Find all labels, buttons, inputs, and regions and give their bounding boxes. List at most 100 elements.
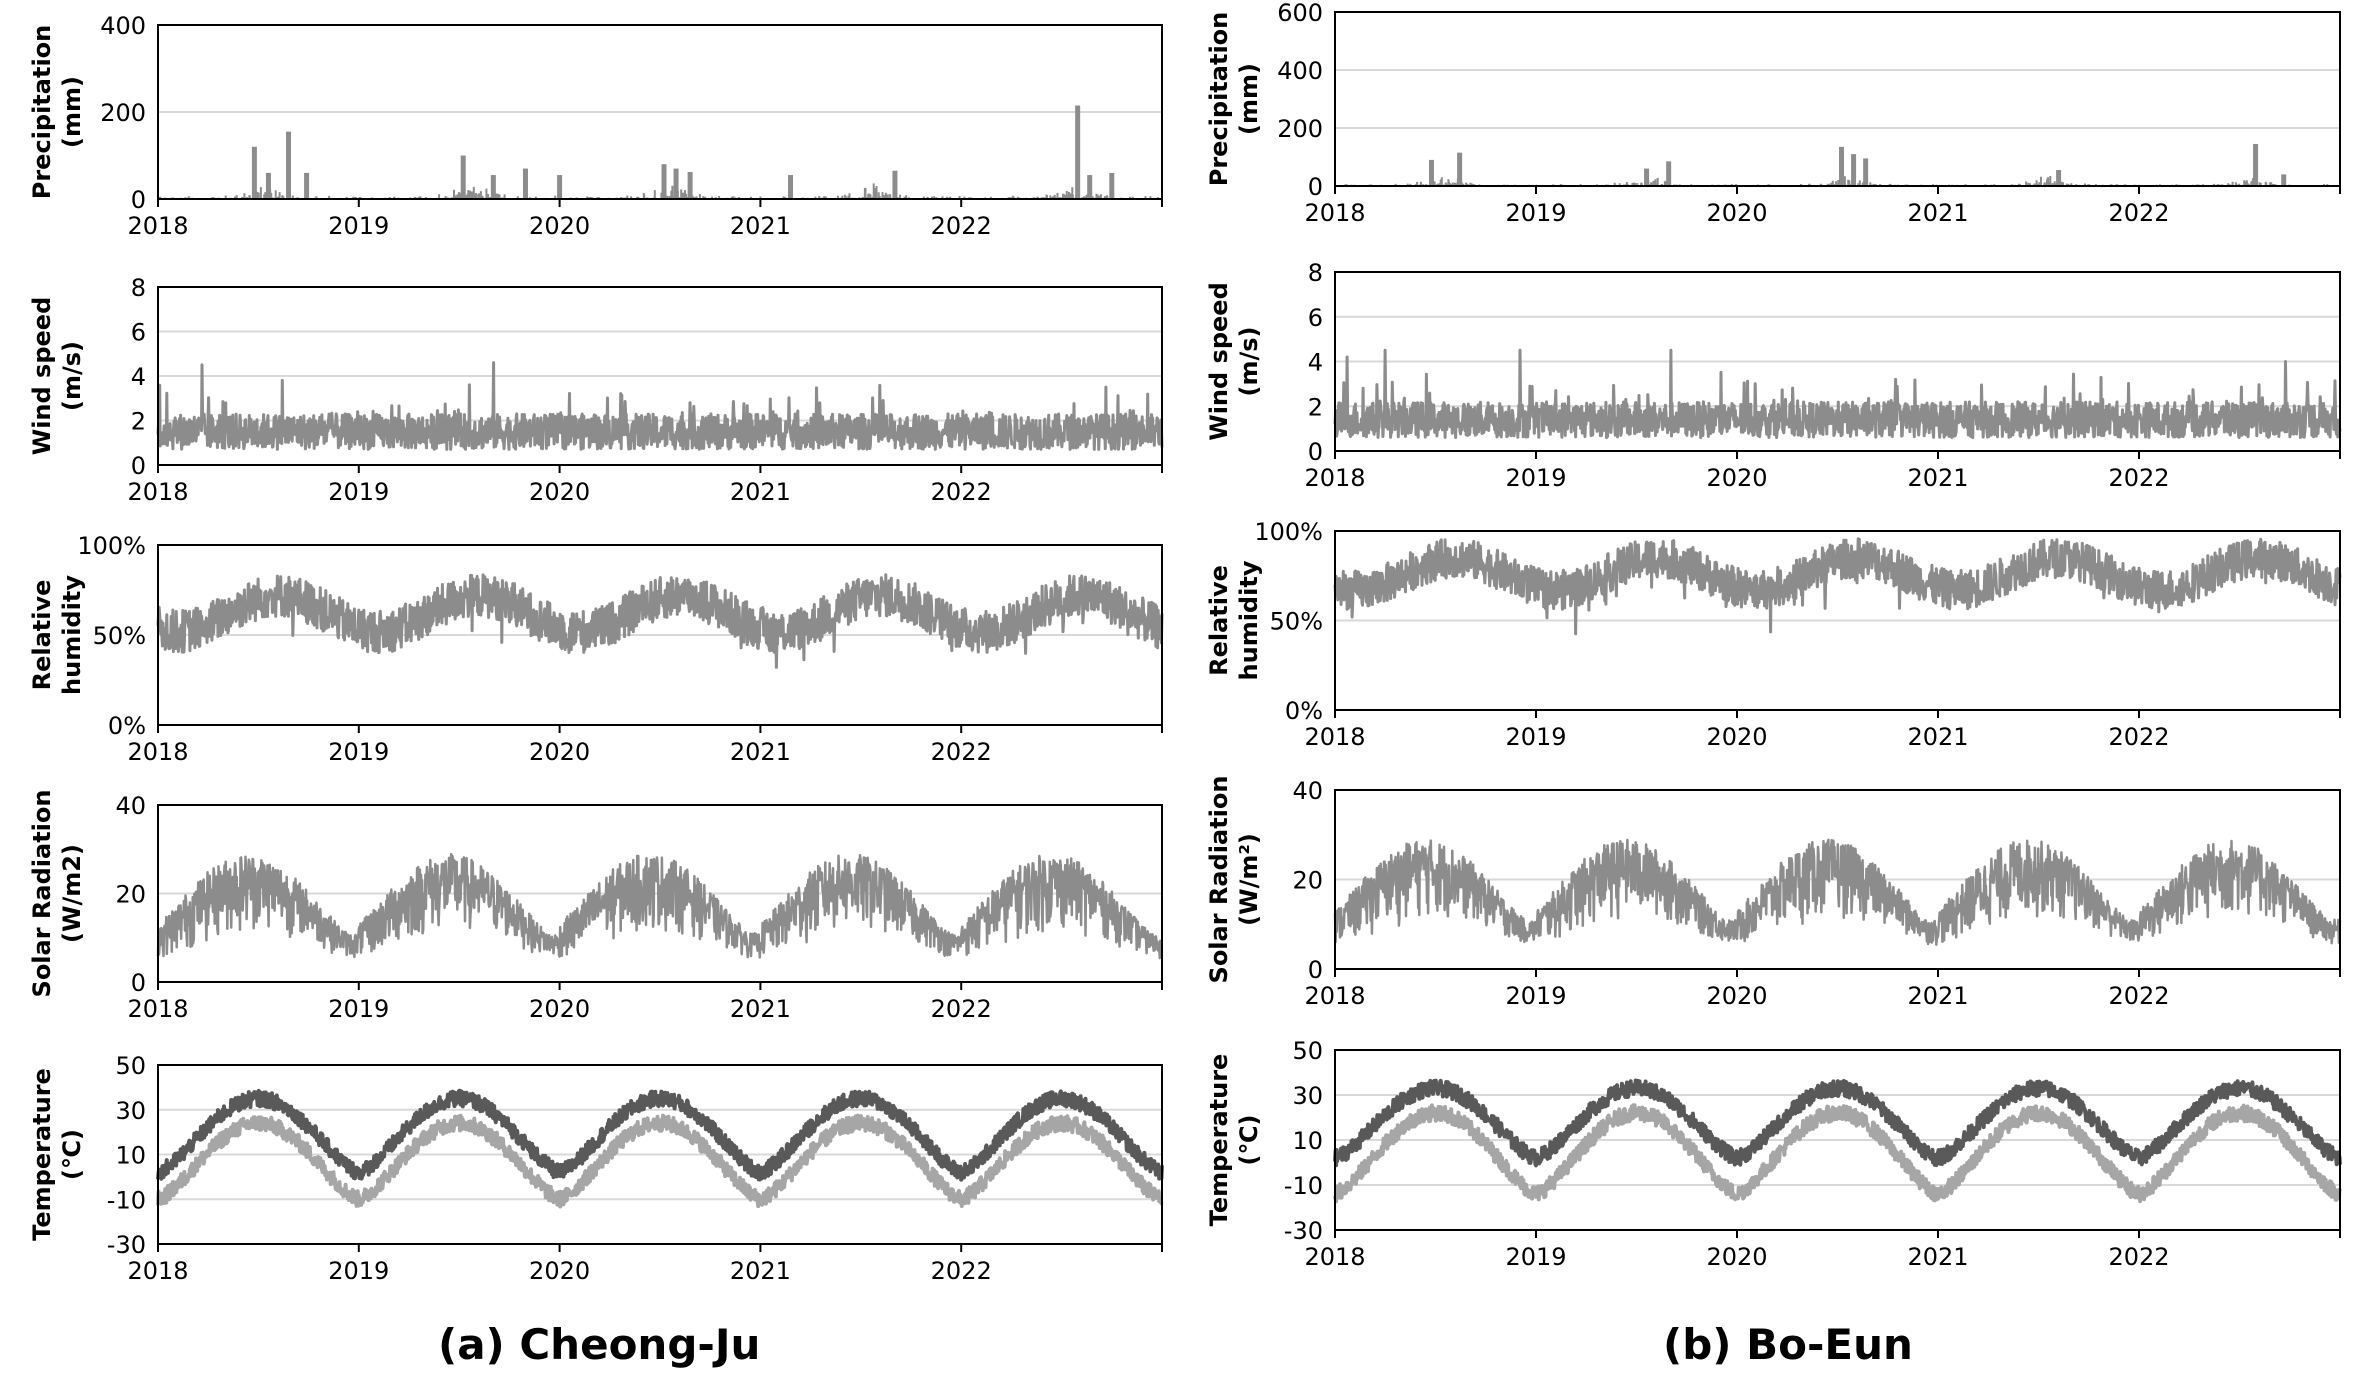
- y-tick-label: 50%: [93, 622, 146, 650]
- plot-frame: [1334, 11, 2341, 187]
- plot-frame: [157, 286, 1163, 466]
- y-axis-label-line: (℃): [1235, 1115, 1263, 1166]
- y-axis-label-line: (m/s): [58, 341, 86, 411]
- x-tick-label: 2022: [931, 1257, 992, 1285]
- y-tick-label: 40: [1292, 777, 1323, 805]
- x-tick-label: 2022: [2108, 723, 2169, 751]
- x-tick-label: 2021: [1907, 464, 1968, 492]
- precip-bars: [1336, 176, 2340, 186]
- chart-be-precip: 0 200 400 600 2018 2019 2020 2021 2022 Precipitat…: [1205, 0, 2341, 227]
- y-tick-label: 0%: [108, 712, 146, 740]
- x-tick-label: 2022: [2108, 464, 2169, 492]
- y-tick-label: 400: [100, 12, 146, 40]
- temperature-max-line: [1333, 1078, 2342, 1168]
- y-axis-label-line: (W/m2): [58, 844, 86, 943]
- y-tick-label: 50: [1292, 1037, 1323, 1065]
- y-tick-label: 0: [131, 186, 146, 214]
- x-tick-label: 2021: [730, 212, 791, 240]
- y-axis-label: Temperature(℃): [1205, 1054, 1263, 1227]
- x-tick-label: 2018: [1304, 982, 1365, 1010]
- y-axis-label: Solar Radiation(W/m2): [28, 790, 86, 998]
- y-tick-label: 6: [131, 319, 146, 347]
- x-tick-label: 2022: [931, 738, 992, 766]
- x-tick-label: 2021: [1907, 723, 1968, 751]
- y-tick-label: 6: [1308, 304, 1323, 332]
- y-axis-label-line: Solar Radiation: [1205, 776, 1233, 984]
- y-axis-label-line: Precipitation: [1205, 12, 1233, 187]
- x-tick-label: 2021: [730, 1257, 791, 1285]
- y-axis-label-line: Temperature: [1205, 1054, 1233, 1227]
- y-axis-label: Wind speed(m/s): [28, 297, 86, 456]
- x-tick-label: 2020: [1706, 982, 1767, 1010]
- x-tick-label: 2019: [328, 478, 389, 506]
- x-tick-label: 2019: [328, 212, 389, 240]
- chart-cj-temp: -30 -10 10 30 50 2018 2019 2020 2021 2022 Temperat…: [28, 1052, 1164, 1285]
- humidity-line: [156, 573, 1164, 669]
- caption-bo-eun: (b) Bo-Eun: [1663, 1320, 1913, 1369]
- y-axis-label: Relativehumidity: [1205, 560, 1263, 680]
- y-tick-label: 400: [1277, 57, 1323, 85]
- chart-be-rh: 0% 50% 100% 2018 2019 2020 2021 2022 Relativehum…: [1205, 518, 2342, 751]
- y-axis-label: Precipitation(mm): [1205, 12, 1263, 187]
- x-tick-label: 2018: [127, 1257, 188, 1285]
- x-tick-label: 2022: [2108, 982, 2169, 1010]
- y-tick-label: 0: [1308, 173, 1323, 201]
- y-tick-label: 50%: [1270, 608, 1323, 636]
- y-tick-label: 4: [1308, 349, 1323, 377]
- y-tick-label: -10: [1284, 1172, 1323, 1200]
- x-tick-label: 2020: [1706, 464, 1767, 492]
- chart-cj-solar: 0 20 40 2018 2019 2020 2021 2022 Solar Radiation…: [28, 790, 1163, 1023]
- x-tick-label: 2020: [529, 995, 590, 1023]
- x-tick-label: 2020: [529, 212, 590, 240]
- y-tick-label: 200: [1277, 115, 1323, 143]
- y-axis-label-line: humidity: [58, 575, 86, 695]
- y-tick-label: 0%: [1285, 697, 1323, 725]
- x-tick-label: 2021: [1907, 199, 1968, 227]
- chart-cj-precip: 0 200 400 2018 2019 2020 2021 2022 Precipitation…: [28, 12, 1163, 240]
- y-tick-label: 40: [115, 792, 146, 820]
- x-tick-label: 2018: [1304, 199, 1365, 227]
- y-axis-label-line: Relative: [1205, 565, 1233, 676]
- plot-frame: [157, 804, 1163, 983]
- y-tick-label: 8: [1308, 259, 1323, 287]
- y-tick-label: -30: [107, 1231, 146, 1259]
- plot-frame: [1334, 789, 2341, 970]
- temperature-min-line: [1333, 1103, 2342, 1204]
- chart-be-temp: -30 -10 10 30 50 2018 2019 2020 2021 2022 Temperat…: [1205, 1037, 2342, 1271]
- plot-frame: [157, 544, 1163, 726]
- y-tick-label: 200: [100, 99, 146, 127]
- x-tick-label: 2019: [328, 1257, 389, 1285]
- y-tick-label: 100%: [77, 532, 146, 560]
- y-tick-label: 10: [1292, 1127, 1323, 1155]
- y-tick-label: 0: [1308, 956, 1323, 984]
- x-tick-label: 2020: [1706, 1243, 1767, 1271]
- chart-cj-rh: 0% 50% 100% 2018 2019 2020 2021 2022 Relativehum…: [28, 532, 1164, 766]
- y-axis-label-line: Temperature: [28, 1068, 56, 1241]
- y-axis-label-line: (W/m²): [1235, 833, 1263, 926]
- y-axis-label-line: (℃): [58, 1129, 86, 1180]
- chart-be-wind: 0 2 4 6 8 2018 2019 2020 2021 2022 Wind speed(m/s): [1205, 259, 2342, 492]
- y-tick-label: 50: [115, 1052, 146, 1080]
- x-tick-label: 2022: [931, 212, 992, 240]
- plot-frame: [1334, 530, 2341, 711]
- y-tick-label: 8: [131, 274, 146, 302]
- y-tick-label: 20: [115, 881, 146, 909]
- y-axis-label: Wind speed(m/s): [1205, 282, 1263, 441]
- chart-cj-wind: 0 2 4 6 8 2018 2019 2020 2021 2022 Wind speed(m/s): [28, 274, 1164, 506]
- solar-radiation-line: [156, 852, 1163, 960]
- x-tick-label: 2018: [1304, 464, 1365, 492]
- y-axis-label-line: Precipitation: [28, 25, 56, 200]
- x-tick-label: 2022: [2108, 199, 2169, 227]
- y-axis-label-line: Solar Radiation: [28, 790, 56, 998]
- y-axis-label-line: (mm): [1235, 63, 1263, 135]
- y-axis-label-line: humidity: [1235, 560, 1263, 680]
- y-tick-label: 0: [1308, 438, 1323, 466]
- x-tick-label: 2020: [529, 478, 590, 506]
- y-axis-label-line: Wind speed: [28, 297, 56, 456]
- caption-cheong-ju: (a) Cheong-Ju: [438, 1320, 761, 1369]
- y-axis-label: Temperature(℃): [28, 1068, 86, 1241]
- x-tick-label: 2021: [730, 995, 791, 1023]
- y-tick-label: 20: [1292, 867, 1323, 895]
- wind-speed-line: [1333, 348, 2342, 440]
- y-tick-label: 0: [131, 452, 146, 480]
